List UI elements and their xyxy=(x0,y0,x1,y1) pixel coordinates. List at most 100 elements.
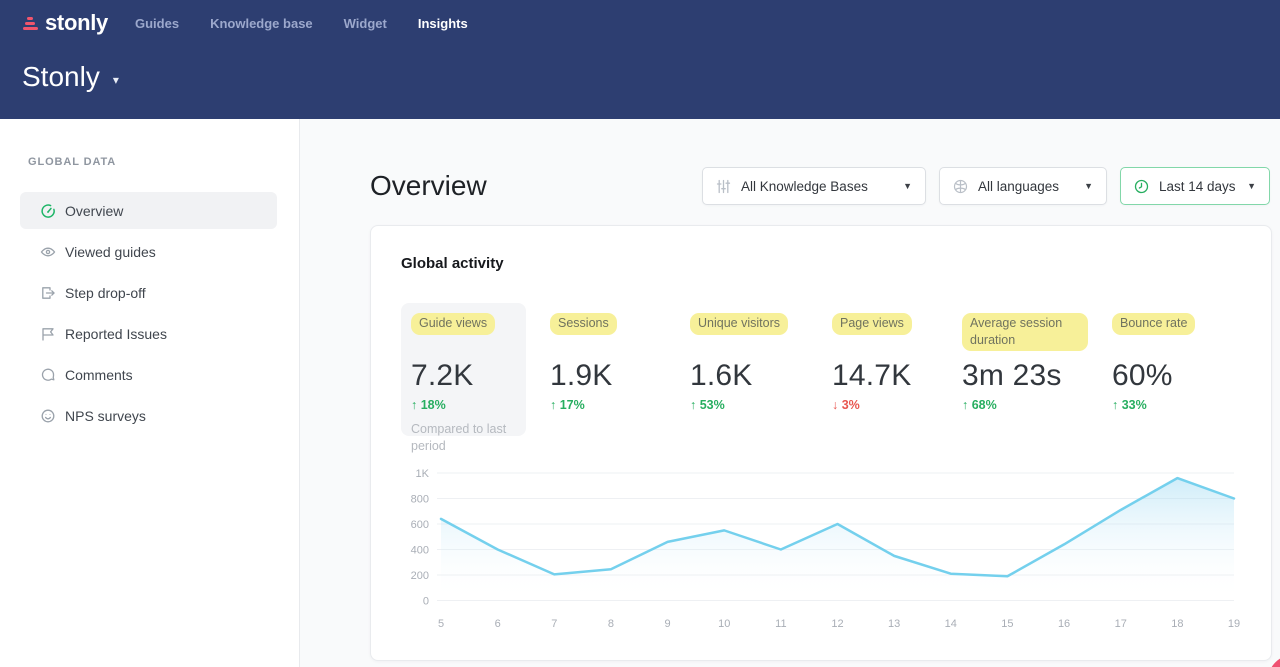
sidebar-item-reported-issues[interactable]: Reported Issues xyxy=(20,315,277,352)
metric-value: 60% xyxy=(1112,359,1173,392)
area-chart: 0 200 400 600 800 1K 5 6 7 8 9 10 11 12 13 14 15 16 17 18 19 xyxy=(411,468,1240,630)
metric-value: 1.6K xyxy=(690,359,753,392)
metric-value: 7.2K xyxy=(411,359,474,392)
sidebar-item-label: Comments xyxy=(65,366,133,383)
stonly-logo-icon xyxy=(22,16,38,30)
date-range-filter-label: Last 14 days xyxy=(1159,178,1236,194)
smiley-icon xyxy=(40,408,56,424)
metric-average-session-duration[interactable]: Average session duration 3m 23s ↑ 68% xyxy=(962,303,1088,436)
sidebar-item-comments[interactable]: Comments xyxy=(20,356,277,393)
global-activity-chart: 0 200 400 600 800 1K 5 6 7 8 9 10 11 12 13 14 15 16 17 18 19 xyxy=(401,461,1246,641)
sliders-icon xyxy=(716,179,731,194)
sidebar-menu: Overview Viewed guides Step drop-off xyxy=(0,192,299,434)
card-title: Global activity xyxy=(401,255,504,272)
metric-comparison-note: Compared to last period xyxy=(411,422,507,453)
metric-value: 1.9K xyxy=(550,359,613,392)
nav-knowledge-base[interactable]: Knowledge base xyxy=(210,15,313,31)
metric-delta: ↑ 53% xyxy=(690,398,725,412)
metric-sessions[interactable]: Sessions 1.9K ↑ 17% xyxy=(550,303,666,436)
metric-unique-visitors[interactable]: Unique visitors 1.6K ↑ 53% xyxy=(690,303,808,436)
main-content: Overview All Knowledge Bases ▼ xyxy=(300,119,1280,667)
svg-text:200: 200 xyxy=(411,570,429,582)
svg-text:400: 400 xyxy=(411,545,429,557)
clock-icon xyxy=(1134,179,1149,194)
comment-icon xyxy=(40,367,56,383)
svg-text:15: 15 xyxy=(1001,618,1013,630)
page-header: Overview All Knowledge Bases ▼ xyxy=(370,167,1270,205)
svg-text:18: 18 xyxy=(1171,618,1183,630)
step-exit-icon xyxy=(40,285,56,301)
metric-label-highlight: Unique visitors xyxy=(690,313,788,335)
globe-icon xyxy=(953,179,968,194)
svg-text:6: 6 xyxy=(495,618,501,630)
svg-text:14: 14 xyxy=(945,618,957,630)
page-title: Overview xyxy=(370,170,487,201)
metric-bounce-rate[interactable]: Bounce rate 60% ↑ 33% xyxy=(1112,303,1208,436)
filters-bar: All Knowledge Bases ▼ All languages ▼ xyxy=(702,167,1270,205)
workspace-selector[interactable]: Stonly ▾ xyxy=(22,61,119,93)
chevron-down-icon: ▼ xyxy=(1247,181,1256,191)
metric-label-highlight: Page views xyxy=(832,313,912,335)
gauge-icon xyxy=(40,203,56,219)
knowledge-base-filter-label: All Knowledge Bases xyxy=(741,178,868,194)
metric-value: 3m 23s xyxy=(962,359,1062,392)
svg-text:8: 8 xyxy=(608,618,614,630)
svg-text:11: 11 xyxy=(775,618,786,630)
nav-widget[interactable]: Widget xyxy=(343,15,387,31)
metric-guide-views[interactable]: Guide views 7.2K ↑ 18% Compared to last … xyxy=(401,303,526,453)
sidebar-item-label: Reported Issues xyxy=(65,325,167,342)
sidebar-item-label: NPS surveys xyxy=(65,407,146,424)
chevron-down-icon: ▼ xyxy=(1084,181,1093,191)
svg-text:9: 9 xyxy=(665,618,671,630)
metric-delta: ↑ 18% xyxy=(411,398,446,412)
metric-delta: ↑ 33% xyxy=(1112,398,1147,412)
metrics-row: Guide views 7.2K ↑ 18% Compared to last … xyxy=(401,303,1208,453)
flag-icon xyxy=(40,326,56,342)
svg-text:1K: 1K xyxy=(416,468,430,480)
svg-text:17: 17 xyxy=(1115,618,1127,630)
sidebar-item-viewed-guides[interactable]: Viewed guides xyxy=(20,233,277,270)
metric-page-views[interactable]: Page views 14.7K ↓ 3% xyxy=(832,303,938,436)
top-header-bar: stonly Guides Knowledge base Widget Insi… xyxy=(0,0,1280,119)
metric-label-highlight: Average session duration xyxy=(962,313,1088,351)
svg-text:12: 12 xyxy=(831,618,843,630)
svg-text:800: 800 xyxy=(411,494,429,506)
global-activity-card: Global activity Guide views 7.2K ↑ 18% C… xyxy=(370,225,1272,661)
sidebar-item-label: Viewed guides xyxy=(65,243,156,260)
sidebar: GLOBAL DATA Overview Viewed guides xyxy=(0,119,300,667)
eye-icon xyxy=(40,244,56,260)
svg-text:0: 0 xyxy=(423,596,429,608)
chevron-down-icon: ▾ xyxy=(112,73,119,87)
sidebar-item-label: Step drop-off xyxy=(65,284,146,301)
metric-delta: ↑ 68% xyxy=(962,398,997,412)
sidebar-item-overview[interactable]: Overview xyxy=(20,192,277,229)
sidebar-item-nps-surveys[interactable]: NPS surveys xyxy=(20,397,277,434)
metric-value: 14.7K xyxy=(832,359,912,392)
stonly-logo-text: stonly xyxy=(45,10,108,35)
metric-label-highlight: Guide views xyxy=(411,313,496,335)
language-filter-dropdown[interactable]: All languages ▼ xyxy=(939,167,1107,205)
top-navigation: Guides Knowledge base Widget Insights xyxy=(135,16,468,31)
svg-text:5: 5 xyxy=(438,618,444,630)
svg-text:10: 10 xyxy=(718,618,730,630)
nav-guides[interactable]: Guides xyxy=(135,15,180,31)
svg-text:600: 600 xyxy=(411,519,429,531)
sidebar-item-step-drop-off[interactable]: Step drop-off xyxy=(20,274,277,311)
svg-text:19: 19 xyxy=(1228,618,1240,630)
stonly-logo[interactable]: stonly xyxy=(22,10,108,36)
knowledge-base-filter-dropdown[interactable]: All Knowledge Bases ▼ xyxy=(702,167,926,205)
date-range-filter-dropdown[interactable]: Last 14 days ▼ xyxy=(1120,167,1270,205)
nav-insights[interactable]: Insights xyxy=(417,15,468,31)
svg-text:7: 7 xyxy=(551,618,557,630)
svg-text:13: 13 xyxy=(888,618,900,630)
workspace-name: Stonly xyxy=(22,61,100,92)
metric-label-highlight: Sessions xyxy=(550,313,617,335)
metric-delta: ↓ 3% xyxy=(832,398,860,412)
metric-label-highlight: Bounce rate xyxy=(1112,313,1196,335)
sidebar-section-label: GLOBAL DATA xyxy=(28,156,117,168)
metric-delta: ↑ 17% xyxy=(550,398,585,412)
svg-text:16: 16 xyxy=(1058,618,1070,630)
chevron-down-icon: ▼ xyxy=(903,181,912,191)
language-filter-label: All languages xyxy=(978,178,1060,194)
sidebar-item-label: Overview xyxy=(65,202,124,219)
